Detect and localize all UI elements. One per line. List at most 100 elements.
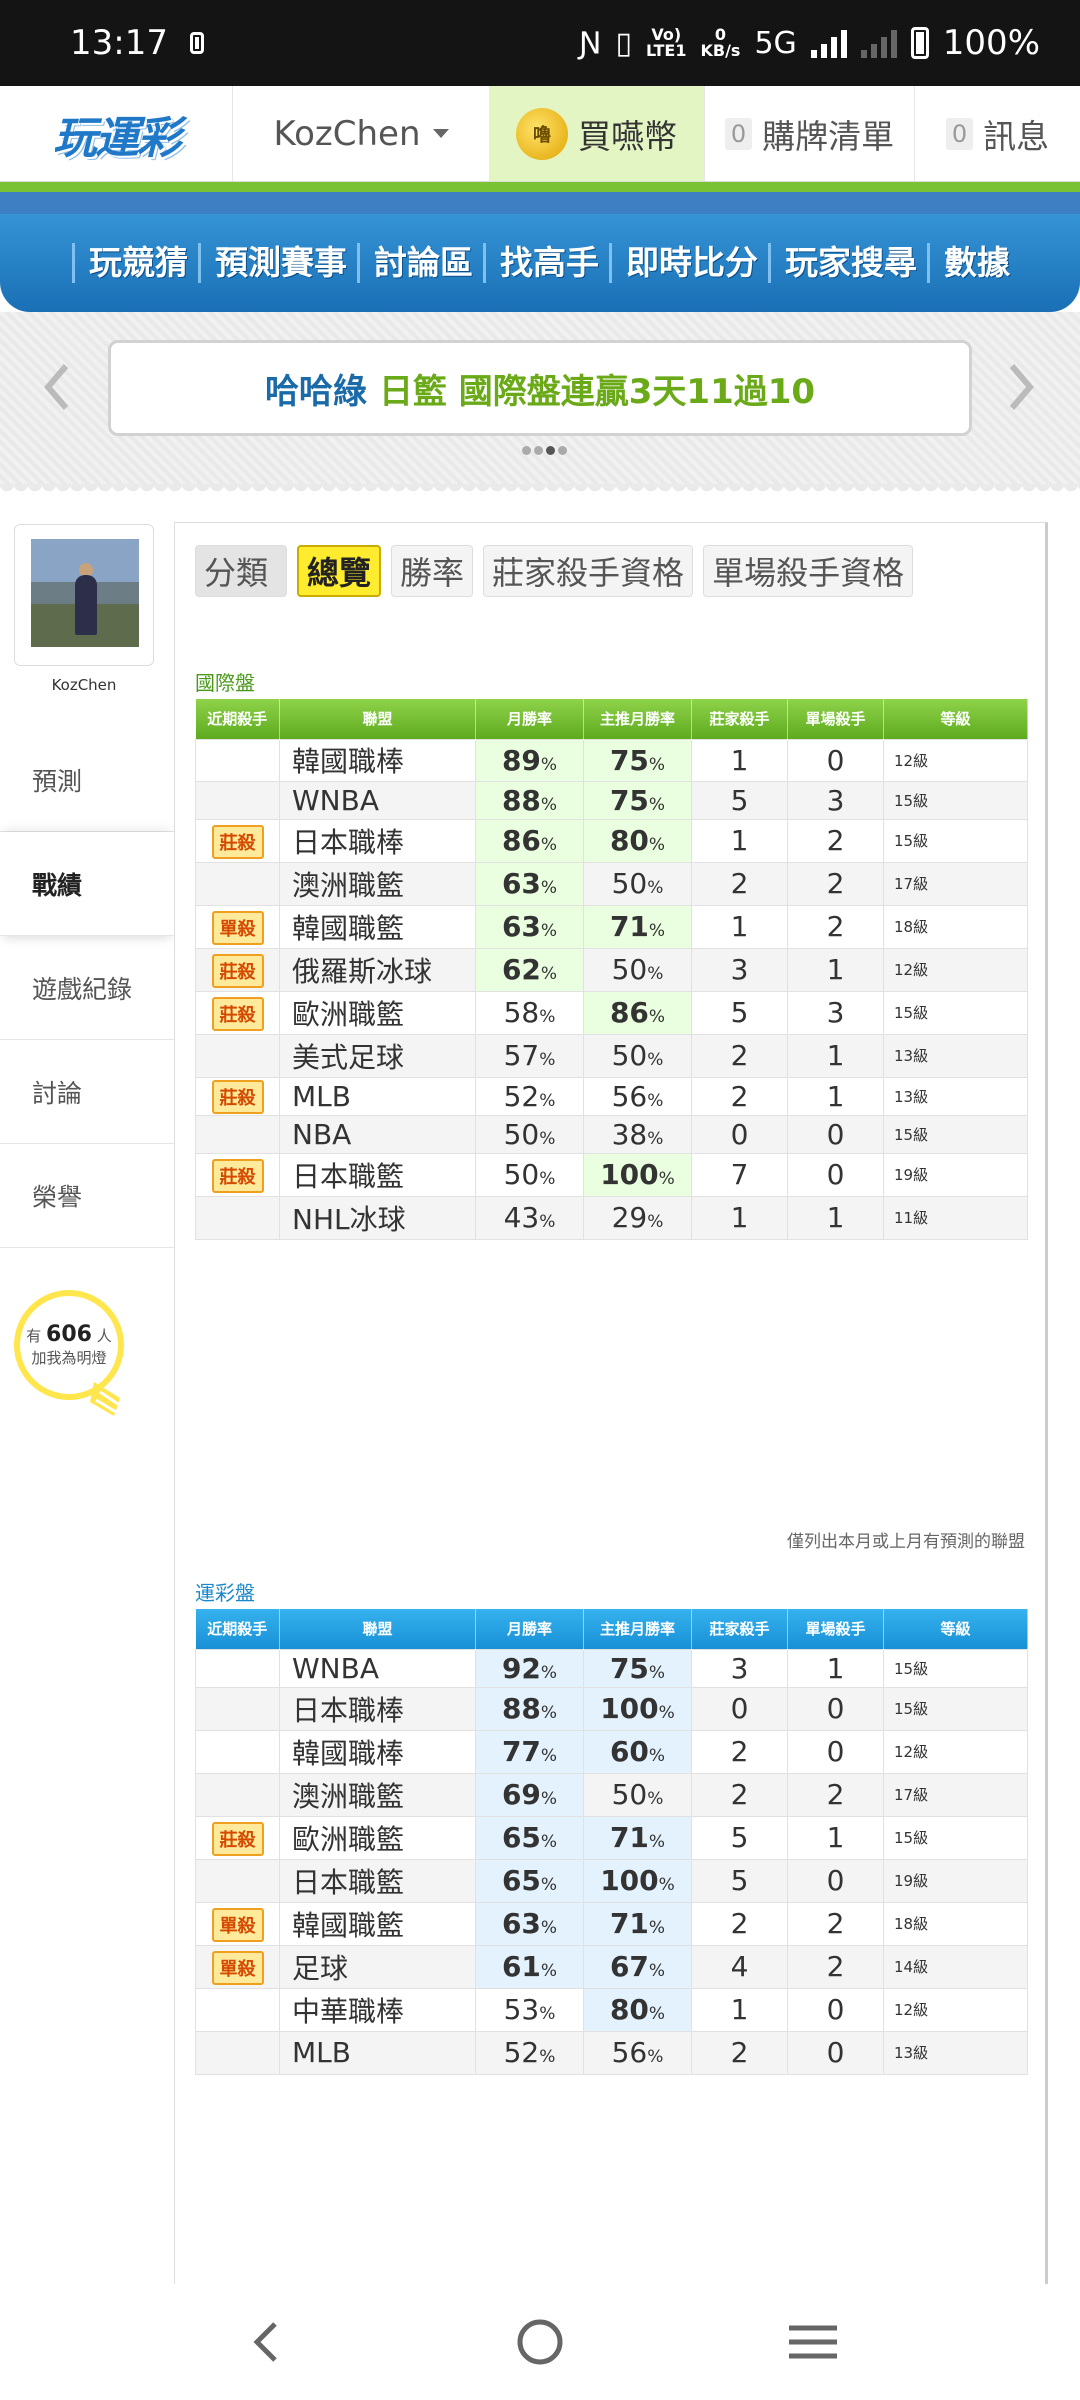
table-row[interactable]: 韓國職棒 77% 60% 2 0 12級 [195,1729,1028,1774]
nav-item[interactable]: 玩家搜尋 [768,243,927,283]
single-killer-count: 1 [787,1815,884,1860]
chevron-down-icon [432,129,449,138]
table-row[interactable]: WNBA 92% 75% 3 1 15級 [195,1648,1028,1688]
league-name: 中華職棒 [279,1987,476,2032]
month-win-rate: 53% [475,1987,584,2032]
killer-badge-cell [195,1858,280,1903]
league-name: 足球 [279,1944,476,1989]
home-icon[interactable] [510,2312,570,2372]
user-menu[interactable]: KozChen [232,86,489,181]
single-killer-count: 1 [787,1195,884,1240]
table-row[interactable]: 莊殺 歐洲職籃 65% 71% 5 1 15級 [195,1815,1028,1860]
nav-item[interactable]: 找高手 [483,243,609,283]
table-row[interactable]: 澳洲職籃 63% 50% 2 2 17級 [195,861,1028,906]
single-killer-count: 0 [787,1858,884,1903]
month-win-rate: 57% [475,1033,584,1078]
month-win-rate: 50% [475,1152,584,1197]
side-menu-item[interactable]: 戰績 [0,832,174,936]
back-icon[interactable] [237,2312,297,2372]
cart-button[interactable]: 0 購牌清單 [704,86,914,181]
banner-next-arrow-icon[interactable] [1008,362,1036,412]
main-win-rate: 50% [583,861,692,906]
table-row[interactable]: 韓國職棒 89% 75% 1 0 12級 [195,738,1028,782]
banner-pagination [522,446,567,455]
table-row[interactable]: 中華職棒 53% 80% 1 0 12級 [195,1987,1028,2032]
main-win-rate: 67% [583,1944,692,1989]
column-header: 等級 [883,699,1028,739]
vibrate-icon: ▯ [615,25,632,61]
nav-item[interactable]: 玩競猜 [72,243,198,283]
league-name: 日本職籃 [279,1858,476,1903]
record-tabs: 分類 總覽 勝率 莊家殺手資格 單場殺手資格 [195,545,914,597]
banner-prev-arrow-icon[interactable] [42,362,70,412]
category-label: 分類 [195,545,288,597]
side-menu-item[interactable]: 遊戲紀錄 [0,936,174,1040]
table-row[interactable]: 日本職籃 65% 100% 5 0 19級 [195,1858,1028,1903]
buy-coin-button[interactable]: 嚕 買嚥幣 [489,86,704,181]
table-row[interactable]: 美式足球 57% 50% 2 1 13級 [195,1033,1028,1078]
username: KozChen [273,113,421,154]
month-win-rate: 43% [475,1195,584,1240]
tab-1[interactable]: 勝率 [391,545,474,597]
table-row[interactable]: 莊殺 日本職籃 50% 100% 7 0 19級 [195,1152,1028,1197]
killer-badge: 莊殺 [211,1158,264,1193]
killer-badge-cell: 莊殺 [195,1076,280,1116]
level: 18級 [883,1901,1028,1946]
single-killer-count: 3 [787,990,884,1035]
main-win-rate: 100% [583,1152,692,1197]
nav-item[interactable]: 討論區 [357,243,483,283]
side-menu-item[interactable]: 討論 [0,1040,174,1144]
table-row[interactable]: 單殺 足球 61% 67% 4 2 14級 [195,1944,1028,1989]
recents-icon[interactable] [783,2312,843,2372]
clock: 13:17 [70,23,168,63]
league-name: 澳洲職籃 [279,861,476,906]
nav-item[interactable]: 預測賽事 [198,243,357,283]
month-win-rate: 61% [475,1944,584,1989]
table-row[interactable]: 單殺 韓國職籃 63% 71% 2 2 18級 [195,1901,1028,1946]
nav-item[interactable]: 數據 [927,243,1020,283]
bookmaker-killer-count: 1 [691,1987,788,2032]
table-row[interactable]: NBA 50% 38% 0 0 15級 [195,1114,1028,1154]
table-row[interactable]: 單殺 韓國職籃 63% 71% 1 2 18級 [195,904,1028,949]
league-name: WNBA [279,1648,476,1688]
month-win-rate: 50% [475,1114,584,1154]
single-killer-count: 0 [787,1729,884,1774]
side-menu-item[interactable]: 榮譽 [0,1144,174,1248]
league-name: 美式足球 [279,1033,476,1078]
column-header: 月勝率 [475,699,584,739]
avatar[interactable] [14,524,154,666]
site-logo[interactable]: 玩運彩 [53,112,181,164]
column-header: 單場殺手 [787,1609,884,1649]
nav-item[interactable]: 即時比分 [609,243,768,283]
table-row[interactable]: MLB 52% 56% 2 0 13級 [195,2030,1028,2075]
main-win-rate: 50% [583,947,692,992]
single-killer-count: 0 [787,1686,884,1731]
table-row[interactable]: 莊殺 MLB 52% 56% 2 1 13級 [195,1076,1028,1116]
killer-badge-cell [195,861,280,906]
table-row[interactable]: WNBA 88% 75% 5 3 15級 [195,780,1028,820]
league-name: 韓國職棒 [279,1729,476,1774]
level: 12級 [883,1729,1028,1774]
profile-menu: 預測 戰績 遊戲紀錄 討論 榮譽 [0,728,174,1248]
tab-0[interactable]: 總覽 [297,545,382,597]
month-win-rate: 58% [475,990,584,1035]
single-killer-count: 0 [787,738,884,782]
fans-badge[interactable]: 有 606 人 加我為明燈 [14,1290,124,1400]
table-row[interactable]: 莊殺 日本職棒 86% 80% 1 2 15級 [195,818,1028,863]
level: 15級 [883,990,1028,1035]
main-win-rate: 29% [583,1195,692,1240]
killer-badge: 莊殺 [211,1821,264,1856]
table-row[interactable]: NHL冰球 43% 29% 1 1 11級 [195,1195,1028,1240]
table-row[interactable]: 日本職棒 88% 100% 0 0 15級 [195,1686,1028,1731]
table-row[interactable]: 莊殺 俄羅斯冰球 62% 50% 3 1 12級 [195,947,1028,992]
table-row[interactable]: 莊殺 歐洲職籃 58% 86% 5 3 15級 [195,990,1028,1035]
killer-badge: 莊殺 [211,953,264,988]
month-win-rate: 63% [475,1901,584,1946]
table-row[interactable]: 澳洲職籃 69% 50% 2 2 17級 [195,1772,1028,1817]
level: 15級 [883,818,1028,863]
side-menu-item[interactable]: 預測 [0,728,174,832]
tab-3[interactable]: 單場殺手資格 [703,545,914,597]
tab-2[interactable]: 莊家殺手資格 [483,545,694,597]
banner-message[interactable]: 哈哈綠 日籃 國際盤連贏3天11過10 [108,340,972,436]
messages-button[interactable]: 0 訊息 [914,86,1080,181]
